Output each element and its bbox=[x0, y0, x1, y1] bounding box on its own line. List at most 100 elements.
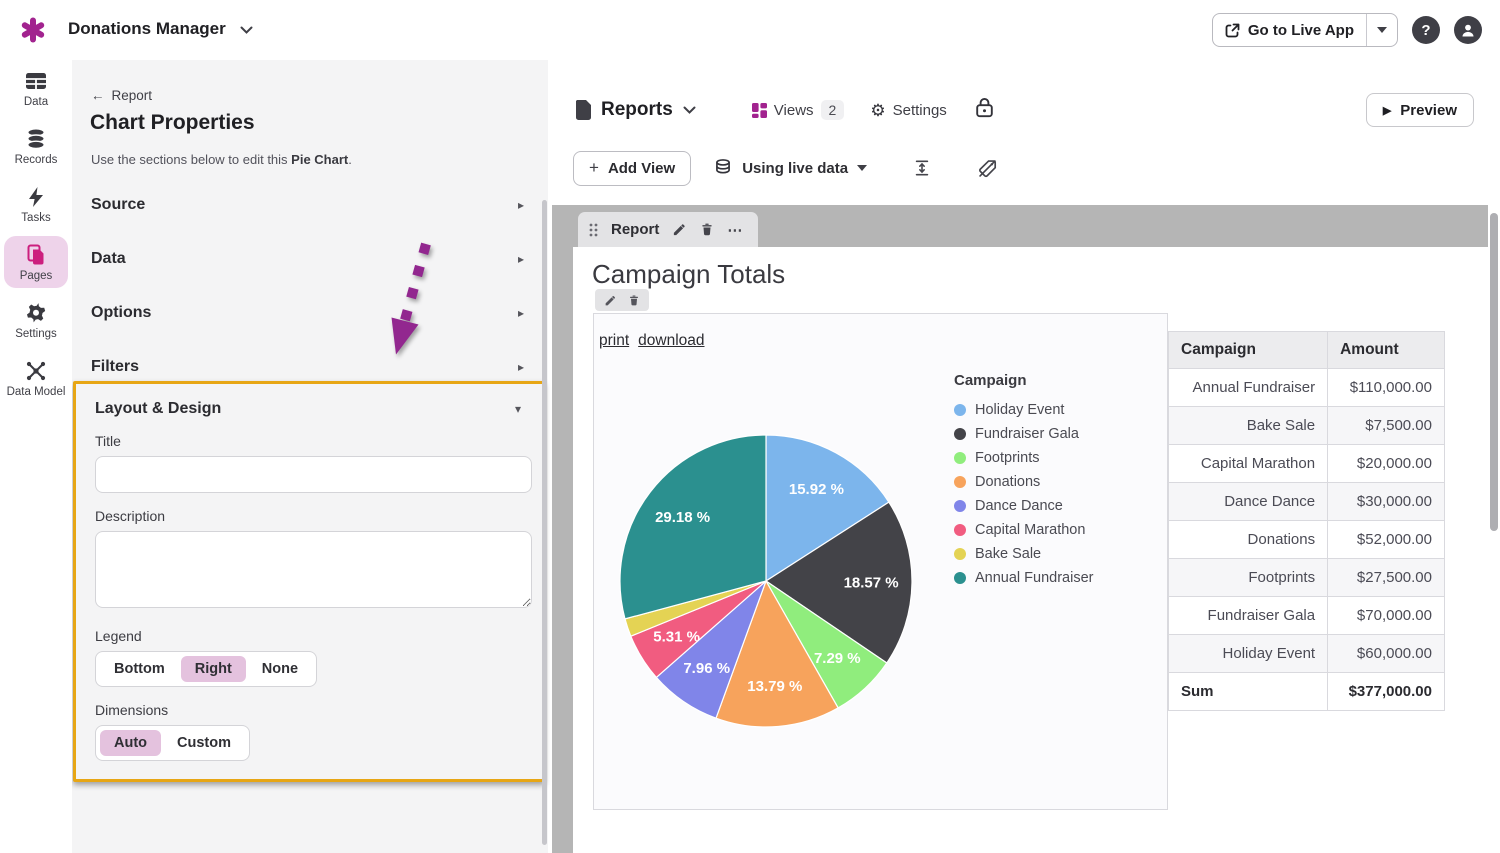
back-arrow-icon: ← bbox=[91, 88, 105, 103]
legend-color-dot bbox=[954, 500, 966, 512]
sidebar-item-label: Records bbox=[14, 154, 58, 166]
section-source[interactable]: Source ▸ bbox=[72, 178, 548, 232]
legend-item-footprints[interactable]: Footprints bbox=[954, 446, 1094, 470]
sidebar-item-label: Data bbox=[23, 96, 49, 108]
legend-item-donations[interactable]: Donations bbox=[954, 470, 1094, 494]
pie-slice-fundraiser-gala[interactable] bbox=[764, 501, 913, 664]
section-data[interactable]: Data ▸ bbox=[72, 232, 548, 286]
dimensions-option-auto[interactable]: Auto bbox=[100, 730, 162, 756]
pie-slice-percent-label: 7.96 % bbox=[683, 660, 730, 677]
go-to-live-app-main[interactable]: Go to Live App bbox=[1213, 14, 1366, 46]
caret-down-icon bbox=[1377, 27, 1387, 33]
expand-chevron-icon: ▸ bbox=[517, 360, 524, 374]
chart-legend: Campaign Holiday Event Fundraiser Gala Foo… bbox=[954, 372, 1094, 590]
node-graph-icon bbox=[24, 359, 48, 383]
layout-design-header[interactable]: Layout & Design ▾ bbox=[95, 400, 521, 418]
expand-chevron-icon: ▸ bbox=[517, 198, 524, 212]
pie-slice-percent-label: 29.18 % bbox=[655, 509, 710, 526]
legend-position-control: Bottom Right None bbox=[95, 651, 318, 687]
live-data-dropdown[interactable]: Using live data bbox=[713, 158, 868, 178]
page-title[interactable]: Reports bbox=[601, 99, 673, 120]
dimensions-option-custom[interactable]: Custom bbox=[177, 735, 231, 751]
left-nav-rail: Data Records Tasks Pages Settings Data Model bbox=[0, 60, 72, 853]
table-row: Fundraiser Gala $70,000.00 bbox=[1167, 596, 1445, 635]
database-icon bbox=[24, 127, 48, 151]
main-scrollbar-thumb[interactable] bbox=[1490, 213, 1498, 531]
brand-asterisk-logo[interactable] bbox=[20, 17, 46, 43]
legend-item-holiday-event[interactable]: Holiday Event bbox=[954, 398, 1094, 422]
add-view-button[interactable]: + Add View bbox=[573, 150, 692, 186]
panel-scrollbar[interactable] bbox=[542, 200, 547, 845]
edit-pencil-icon[interactable] bbox=[604, 294, 617, 307]
sidebar-item-data[interactable]: Data bbox=[4, 62, 68, 114]
legend-item-annual-fundraiser[interactable]: Annual Fundraiser bbox=[954, 566, 1094, 590]
preview-button[interactable]: ▶ Preview bbox=[1365, 93, 1474, 127]
view-tab-bar: Report ⋯ bbox=[552, 205, 1488, 247]
caret-down-icon bbox=[857, 165, 868, 171]
table-header-amount: Amount bbox=[1327, 331, 1445, 369]
report-view-tab[interactable]: Report ⋯ bbox=[578, 212, 759, 247]
legend-color-dot bbox=[954, 548, 966, 560]
sidebar-item-settings[interactable]: Settings bbox=[4, 294, 68, 346]
section-label: Source bbox=[91, 196, 146, 213]
edit-pencil-icon[interactable] bbox=[672, 222, 687, 237]
views-toggle[interactable]: Views 2 bbox=[751, 100, 845, 120]
page-lock-button[interactable] bbox=[975, 97, 994, 123]
legend-item-label: Footprints bbox=[975, 450, 1040, 466]
section-filters[interactable]: Filters ▸ bbox=[72, 340, 548, 394]
chevron-down-icon[interactable] bbox=[683, 106, 696, 114]
print-link[interactable]: print bbox=[599, 332, 630, 349]
help-button[interactable]: ? bbox=[1412, 16, 1440, 44]
dimensions-control: Auto Custom bbox=[95, 725, 250, 761]
account-avatar-button[interactable] bbox=[1454, 16, 1482, 44]
chart-title-input[interactable] bbox=[95, 456, 532, 493]
section-label: Data bbox=[91, 250, 126, 267]
table-row: Footprints $27,500.00 bbox=[1167, 558, 1445, 597]
pie-slice-holiday-event[interactable] bbox=[765, 434, 890, 583]
legend-option-none[interactable]: None bbox=[261, 661, 299, 677]
drag-handle-icon[interactable] bbox=[589, 223, 598, 237]
sidebar-item-tasks[interactable]: Tasks bbox=[4, 178, 68, 230]
chart-description-textarea[interactable] bbox=[95, 531, 532, 608]
pie-slice-annual-fundraiser[interactable] bbox=[619, 434, 767, 620]
sidebar-item-data-model[interactable]: Data Model bbox=[4, 352, 68, 404]
pages-icon bbox=[24, 243, 48, 267]
legend-option-bottom[interactable]: Bottom bbox=[114, 661, 165, 677]
table-row: Annual Fundraiser $110,000.00 bbox=[1167, 368, 1445, 407]
legend-field-label: Legend bbox=[95, 628, 142, 644]
table-row: Holiday Event $60,000.00 bbox=[1167, 634, 1445, 673]
table-cell: Capital Marathon bbox=[1167, 444, 1329, 483]
page-settings-button[interactable]: ⚙ Settings bbox=[870, 102, 946, 119]
table-row: Capital Marathon $20,000.00 bbox=[1167, 444, 1445, 483]
legend-item-bake-sale[interactable]: Bake Sale bbox=[954, 542, 1094, 566]
section-options[interactable]: Options ▸ bbox=[72, 286, 548, 340]
title-field-label: Title bbox=[95, 433, 121, 449]
legend-option-right[interactable]: Right bbox=[180, 656, 246, 682]
legend-item-dance-dance[interactable]: Dance Dance bbox=[954, 494, 1094, 518]
chart-properties-panel: ← Report Chart Properties Use the sectio… bbox=[72, 60, 548, 853]
adjust-height-button[interactable] bbox=[912, 158, 932, 178]
table-row: Dance Dance $30,000.00 bbox=[1167, 482, 1445, 521]
pie-chart[interactable]: 15.92 % 18.57 % 7.29 % 13.79 % 7.96 % 5.31 % 2… bbox=[616, 431, 916, 731]
settings-label: Settings bbox=[892, 101, 947, 119]
download-link[interactable]: download bbox=[638, 332, 705, 349]
delete-trash-icon[interactable] bbox=[628, 294, 640, 307]
table-row: Bake Sale $7,500.00 bbox=[1167, 406, 1445, 445]
sidebar-item-pages[interactable]: Pages bbox=[4, 236, 68, 288]
pie-slice-donations[interactable] bbox=[715, 579, 839, 728]
table-cell: $70,000.00 bbox=[1327, 596, 1445, 635]
chart-edit-toolbar bbox=[595, 289, 649, 311]
table-cell: Fundraiser Gala bbox=[1167, 596, 1329, 635]
legend-item-fundraiser-gala[interactable]: Fundraiser Gala bbox=[954, 422, 1094, 446]
table-row: Donations $52,000.00 bbox=[1167, 520, 1445, 559]
more-options-icon[interactable]: ⋯ bbox=[727, 221, 744, 239]
go-to-live-app-dropdown[interactable] bbox=[1366, 14, 1397, 46]
hide-labels-button[interactable] bbox=[977, 158, 998, 179]
back-to-report-link[interactable]: ← Report bbox=[91, 88, 152, 103]
chevron-down-icon[interactable] bbox=[240, 26, 253, 34]
delete-trash-icon[interactable] bbox=[700, 222, 714, 237]
question-mark-icon: ? bbox=[1421, 21, 1431, 39]
table-cell: Bake Sale bbox=[1167, 406, 1329, 445]
legend-item-capital-marathon[interactable]: Capital Marathon bbox=[954, 518, 1094, 542]
sidebar-item-records[interactable]: Records bbox=[4, 120, 68, 172]
